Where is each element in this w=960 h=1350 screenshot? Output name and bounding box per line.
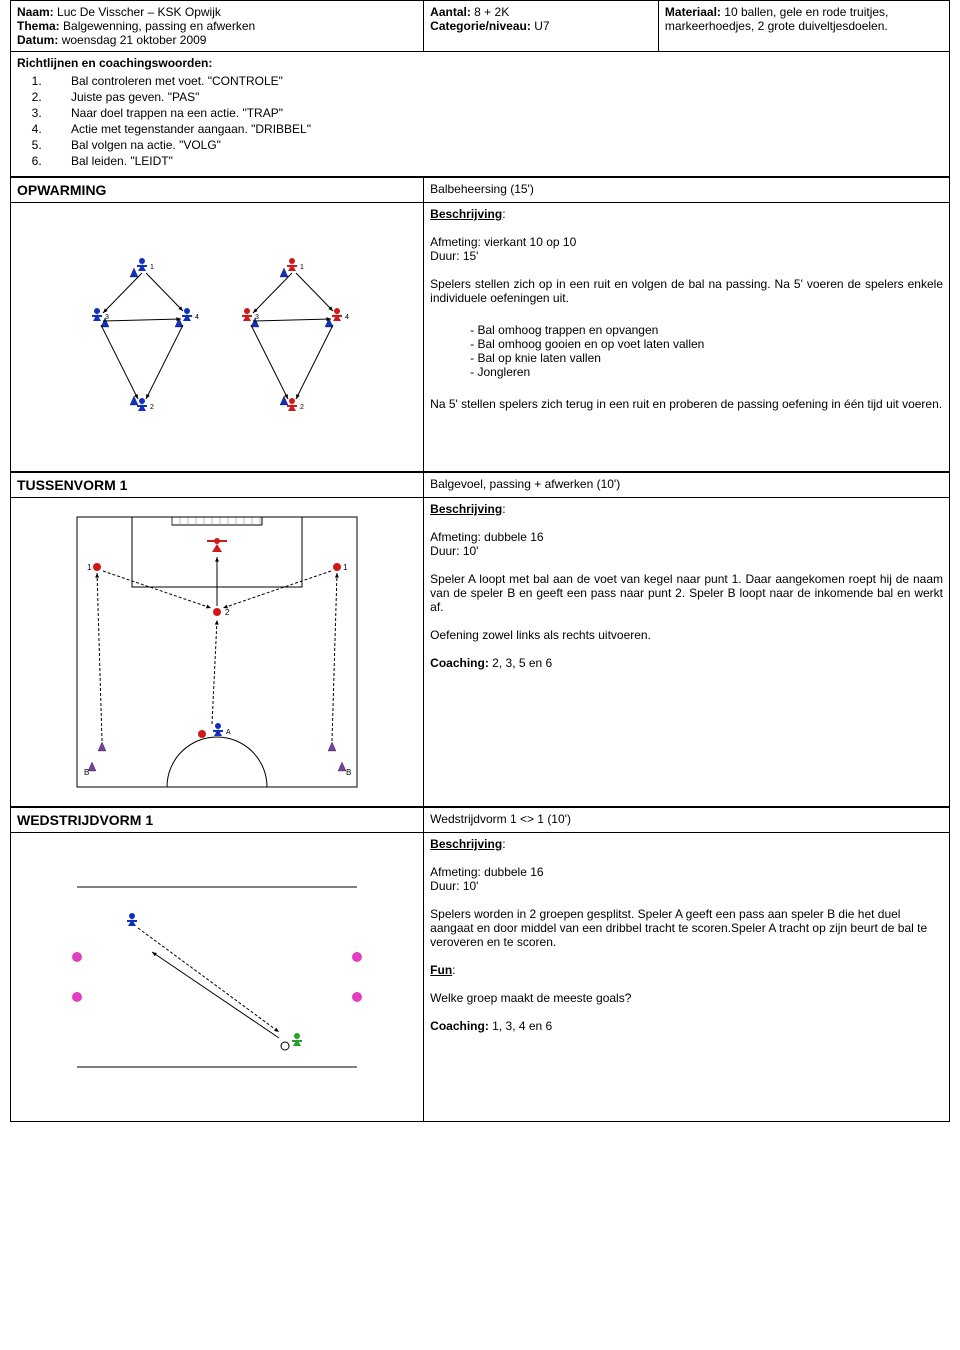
svg-text:2: 2	[150, 404, 154, 411]
svg-text:1: 1	[343, 563, 348, 572]
svg-text:A: A	[226, 729, 231, 736]
wedstrijdvorm-p1: Spelers worden in 2 groepen gesplitst. S…	[430, 907, 943, 949]
svg-text:3: 3	[105, 314, 109, 321]
datum-value: woensdag 21 oktober 2009	[62, 33, 207, 47]
guideline-item: Naar doel trappen na een actie. "TRAP"	[45, 106, 943, 120]
opwarming-p1: Spelers stellen zich op in een ruit en v…	[430, 277, 943, 305]
opwarming-subtitle: Balbeheersing (15')	[430, 182, 534, 196]
wedstrijdvorm-title-cell: WEDSTRIJDVORM 1	[11, 808, 424, 833]
tussenvorm-p2: Oefening zowel links als rechts uitvoere…	[430, 628, 943, 642]
opwarming-title: OPWARMING	[17, 182, 106, 198]
wedstrijdvorm-subtitle-cell: Wedstrijdvorm 1 <> 1 (10')	[424, 808, 950, 833]
header-table: Naam: Luc De Visscher – KSK Opwijk Thema…	[10, 0, 950, 177]
tussenvorm-duur: Duur: 10'	[430, 544, 943, 558]
beschrijving-label: Beschrijving	[430, 502, 502, 516]
tussenvorm-diagram: 1 1 2 B B A	[47, 507, 387, 797]
svg-text:1: 1	[300, 264, 304, 271]
opwarming-duur: Duur: 15'	[430, 249, 943, 263]
aantal-label: Aantal:	[430, 5, 471, 19]
thema-value: Balgewenning, passing en afwerken	[63, 19, 255, 33]
header-left: Naam: Luc De Visscher – KSK Opwijk Thema…	[11, 1, 424, 52]
categorie-label: Categorie/niveau:	[430, 19, 531, 33]
guidelines-list: Bal controleren met voet. "CONTROLE" Jui…	[45, 74, 943, 168]
guideline-item: Bal volgen na actie. "VOLG"	[45, 138, 943, 152]
coaching-value: 1, 3, 4 en 6	[492, 1019, 552, 1033]
opwarming-title-cell: OPWARMING	[11, 178, 424, 203]
opwarming-diagram: 1 3 4 2 1 3 4 2	[57, 237, 377, 437]
opwarming-bullets: Bal omhoog trappen en opvangen Bal omhoo…	[470, 323, 943, 379]
tussenvorm-subtitle-cell: Balgevoel, passing + afwerken (10')	[424, 473, 950, 498]
tussenvorm-p1: Speler A loopt met bal aan de voet van k…	[430, 572, 943, 614]
svg-text:B: B	[84, 768, 89, 777]
svg-text:B: B	[346, 768, 351, 777]
beschrijving-label: Beschrijving	[430, 837, 502, 851]
opwarming-subtitle-cell: Balbeheersing (15')	[424, 178, 950, 203]
datum-label: Datum:	[17, 33, 58, 47]
wedstrijdvorm-subtitle: Wedstrijdvorm 1 <> 1 (10')	[430, 812, 571, 826]
beschrijving-label: Beschrijving	[430, 207, 502, 221]
opwarming-bullet: Bal omhoog trappen en opvangen	[470, 323, 943, 337]
naam-value: Luc De Visscher – KSK Opwijk	[57, 5, 221, 19]
wedstrijdvorm-diagram	[47, 867, 387, 1087]
fun-label: Fun	[430, 963, 452, 977]
opwarming-bullet: Jongleren	[470, 365, 943, 379]
coaching-label: Coaching:	[430, 656, 489, 670]
opwarming-table: OPWARMING Balbeheersing (15') 1 3 4 2 1 3 4 2 B…	[10, 177, 950, 472]
coaching-label: Coaching:	[430, 1019, 489, 1033]
thema-label: Thema:	[17, 19, 60, 33]
svg-text:1: 1	[87, 563, 92, 572]
opwarming-diagram-cell: 1 3 4 2 1 3 4 2	[11, 203, 424, 472]
svg-text:2: 2	[300, 404, 304, 411]
aantal-value: 8 + 2K	[474, 5, 509, 19]
svg-text:2: 2	[225, 608, 230, 617]
opwarming-p2: Na 5' stellen spelers zich terug in een …	[430, 397, 943, 411]
tussenvorm-table: TUSSENVORM 1 Balgevoel, passing + afwerk…	[10, 472, 950, 807]
wedstrijdvorm-title: WEDSTRIJDVORM 1	[17, 812, 153, 828]
wedstrijdvorm-text-cell: Beschrijving: Afmeting: dubbele 16 Duur:…	[424, 833, 950, 1122]
wedstrijdvorm-table: WEDSTRIJDVORM 1 Wedstrijdvorm 1 <> 1 (10…	[10, 807, 950, 1122]
opwarming-bullet: Bal omhoog gooien en op voet laten valle…	[470, 337, 943, 351]
categorie-value: U7	[534, 19, 549, 33]
tussenvorm-text-cell: Beschrijving: Afmeting: dubbele 16 Duur:…	[424, 498, 950, 807]
guideline-item: Actie met tegenstander aangaan. "DRIBBEL…	[45, 122, 943, 136]
materiaal-label: Materiaal:	[665, 5, 721, 19]
svg-text:4: 4	[345, 314, 349, 321]
header-right: Materiaal: 10 ballen, gele en rode truit…	[658, 1, 949, 52]
wedstrijdvorm-duur: Duur: 10'	[430, 879, 943, 893]
tussenvorm-afmeting: Afmeting: dubbele 16	[430, 530, 943, 544]
tussenvorm-subtitle: Balgevoel, passing + afwerken (10')	[430, 477, 620, 491]
fun-text: Welke groep maakt de meeste goals?	[430, 991, 943, 1005]
guideline-item: Bal controleren met voet. "CONTROLE"	[45, 74, 943, 88]
tussenvorm-title-cell: TUSSENVORM 1	[11, 473, 424, 498]
guideline-item: Juiste pas geven. "PAS"	[45, 90, 943, 104]
opwarming-bullet: Bal op knie laten vallen	[470, 351, 943, 365]
header-mid: Aantal: 8 + 2K Categorie/niveau: U7	[424, 1, 659, 52]
svg-text:1: 1	[150, 264, 154, 271]
coaching-value: 2, 3, 5 en 6	[492, 656, 552, 670]
wedstrijdvorm-afmeting: Afmeting: dubbele 16	[430, 865, 943, 879]
guidelines-cell: Richtlijnen en coachingswoorden: Bal con…	[11, 52, 950, 177]
opwarming-afmeting: Afmeting: vierkant 10 op 10	[430, 235, 943, 249]
naam-label: Naam:	[17, 5, 54, 19]
opwarming-text-cell: Beschrijving: Afmeting: vierkant 10 op 1…	[424, 203, 950, 472]
tussenvorm-diagram-cell: 1 1 2 B B A	[11, 498, 424, 807]
guidelines-title: Richtlijnen en coachingswoorden:	[17, 56, 943, 70]
guideline-item: Bal leiden. "LEIDT"	[45, 154, 943, 168]
svg-text:4: 4	[195, 314, 199, 321]
svg-text:3: 3	[255, 314, 259, 321]
wedstrijdvorm-diagram-cell	[11, 833, 424, 1122]
tussenvorm-title: TUSSENVORM 1	[17, 477, 127, 493]
